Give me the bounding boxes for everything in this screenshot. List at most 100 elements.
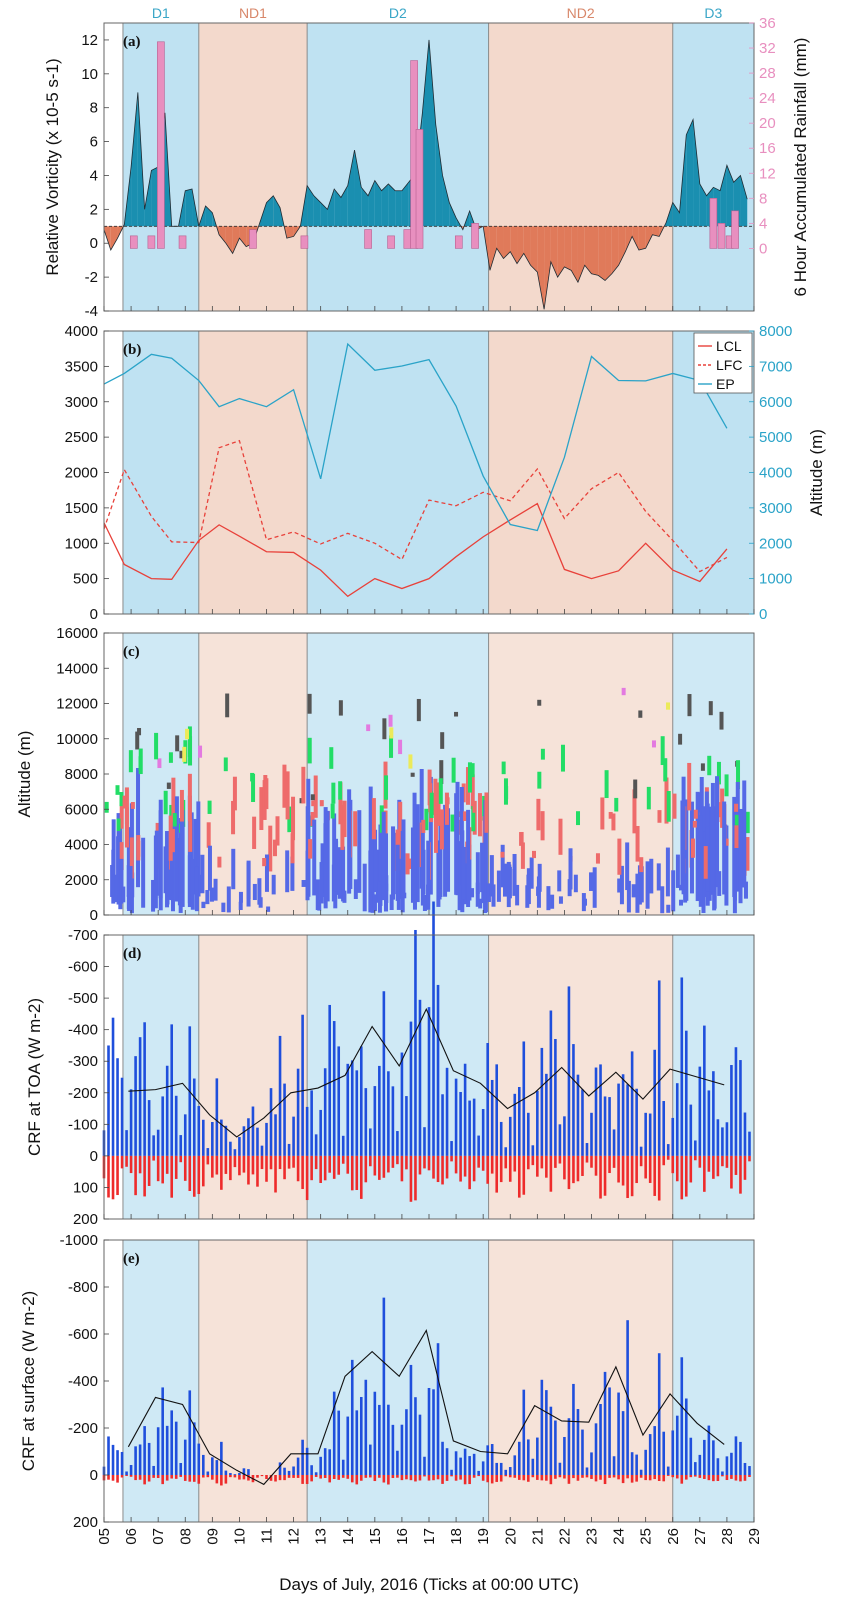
y-tick-label: 8000 bbox=[65, 766, 98, 783]
vorticity-negative-area bbox=[645, 226, 653, 249]
cloud-layer-segment bbox=[436, 840, 441, 907]
cloud-layer-segment bbox=[445, 797, 450, 805]
cloud-layer-segment bbox=[313, 775, 318, 818]
y-right-tick-label: 12 bbox=[759, 165, 776, 182]
cloud-layer-segment bbox=[166, 782, 171, 789]
vorticity-negative-area bbox=[638, 226, 646, 251]
crf-negative-bar bbox=[432, 901, 435, 1156]
cloud-layer-segment bbox=[656, 863, 661, 891]
cloud-layer-segment bbox=[573, 874, 578, 893]
crf-positive-bar bbox=[274, 1155, 277, 1193]
crf-negative-bar bbox=[648, 1113, 652, 1156]
x-tick-label: 25 bbox=[638, 1528, 655, 1545]
vorticity-negative-area bbox=[489, 226, 497, 271]
cloud-layer-segment bbox=[540, 811, 545, 841]
crf-positive-bar bbox=[156, 1155, 160, 1182]
vorticity-positive-area bbox=[273, 195, 281, 227]
crf-negative-bar bbox=[472, 1098, 476, 1156]
crf-negative-bar bbox=[504, 1147, 508, 1156]
crf-positive-bar bbox=[134, 1155, 137, 1196]
cloud-layer-segment bbox=[529, 857, 534, 889]
y-tick-label: -400 bbox=[68, 1022, 98, 1039]
cloud-layer-segment bbox=[250, 772, 255, 782]
crf-negative-bar bbox=[278, 1462, 282, 1475]
cloud-layer-segment bbox=[124, 787, 129, 825]
cloud-layer-segment bbox=[504, 786, 509, 800]
crf-positive-bar bbox=[712, 1475, 715, 1482]
cloud-layer-segment bbox=[457, 885, 462, 911]
crf-negative-bar bbox=[179, 1463, 183, 1475]
cloud-layer-segment bbox=[664, 777, 669, 824]
cloud-layer-segment bbox=[649, 858, 654, 894]
crf-positive-bar bbox=[165, 1155, 169, 1174]
cloud-layer-segment bbox=[537, 699, 542, 706]
crf-positive-bar bbox=[328, 1475, 331, 1483]
x-tick-label: 07 bbox=[150, 1528, 167, 1545]
cloud-layer-segment bbox=[135, 731, 140, 750]
crf-negative-bar bbox=[694, 1462, 697, 1475]
cloud-layer-segment bbox=[213, 878, 218, 901]
crf-negative-bar bbox=[513, 1455, 517, 1475]
vorticity-positive-area bbox=[347, 150, 355, 227]
crf-negative-bar bbox=[721, 1471, 724, 1475]
crf-negative-bar bbox=[630, 1452, 634, 1475]
cloud-layer-segment bbox=[635, 873, 640, 913]
y-right-tick-label: 3000 bbox=[759, 500, 792, 517]
cloud-layer-segment bbox=[205, 890, 210, 905]
crf-negative-bar bbox=[653, 1049, 656, 1156]
x-tick-label: 21 bbox=[529, 1528, 546, 1545]
crf-negative-bar bbox=[644, 1449, 647, 1475]
crf-negative-bar bbox=[689, 1437, 693, 1475]
cloud-layer-segment bbox=[381, 870, 386, 901]
crf-positive-bar bbox=[739, 1155, 742, 1194]
x-tick-label: 26 bbox=[665, 1528, 682, 1545]
cloud-layer-segment bbox=[675, 854, 680, 888]
cloud-layer-segment bbox=[410, 827, 415, 903]
cloud-layer-segment bbox=[290, 833, 295, 864]
crf-positive-bar bbox=[590, 1475, 593, 1479]
vorticity-positive-area bbox=[388, 183, 396, 227]
cloud-layer-segment bbox=[137, 728, 142, 736]
crf-negative-bar bbox=[698, 1454, 702, 1475]
crf-negative-bar bbox=[739, 1441, 742, 1475]
cloud-layer-segment bbox=[201, 901, 206, 909]
crf-negative-bar bbox=[517, 1087, 521, 1156]
crf-positive-bar bbox=[549, 1155, 553, 1192]
crf-negative-bar bbox=[138, 1037, 142, 1156]
cloud-layer-segment bbox=[170, 817, 175, 912]
crf-negative-bar bbox=[499, 1121, 503, 1156]
crf-negative-bar bbox=[581, 1429, 584, 1475]
crf-negative-bar bbox=[247, 1118, 250, 1156]
crf-negative-bar bbox=[684, 1398, 688, 1475]
cloud-layer-segment bbox=[651, 740, 656, 748]
cloud-layer-segment bbox=[428, 776, 433, 895]
crf-positive-bar bbox=[508, 1155, 512, 1182]
crf-negative-bar bbox=[319, 1109, 322, 1156]
crf-negative-bar bbox=[675, 1415, 679, 1475]
crf-negative-bar bbox=[134, 1446, 137, 1475]
crf-positive-bar bbox=[639, 1475, 643, 1478]
crf-negative-bar bbox=[621, 1411, 625, 1475]
cloud-layer-segment bbox=[660, 886, 665, 914]
cloud-layer-segment bbox=[470, 763, 475, 778]
cloud-layer-segment bbox=[595, 853, 600, 864]
crf-positive-bar bbox=[346, 1155, 350, 1174]
cloud-layer-segment bbox=[631, 884, 636, 898]
crf-negative-bar bbox=[287, 1470, 291, 1475]
crf-positive-bar bbox=[698, 1155, 702, 1168]
cloud-layer-segment bbox=[257, 878, 262, 905]
panel-label: (a) bbox=[123, 34, 141, 50]
crf-positive-bar bbox=[698, 1475, 702, 1478]
cloud-layer-segment bbox=[341, 846, 346, 902]
crf-positive-bar bbox=[391, 1155, 395, 1168]
crf-negative-bar bbox=[716, 1458, 720, 1475]
crf-negative-bar bbox=[328, 1449, 331, 1475]
crf-negative-bar bbox=[247, 1469, 250, 1475]
crf-positive-bar bbox=[486, 1475, 489, 1483]
rainfall-bar bbox=[364, 229, 372, 249]
panel-label: (e) bbox=[123, 1251, 140, 1267]
crf-negative-bar bbox=[657, 980, 661, 1156]
cloud-layer-segment bbox=[486, 883, 491, 903]
crf-negative-bar bbox=[152, 1465, 155, 1475]
x-tick-label: 16 bbox=[394, 1528, 411, 1545]
